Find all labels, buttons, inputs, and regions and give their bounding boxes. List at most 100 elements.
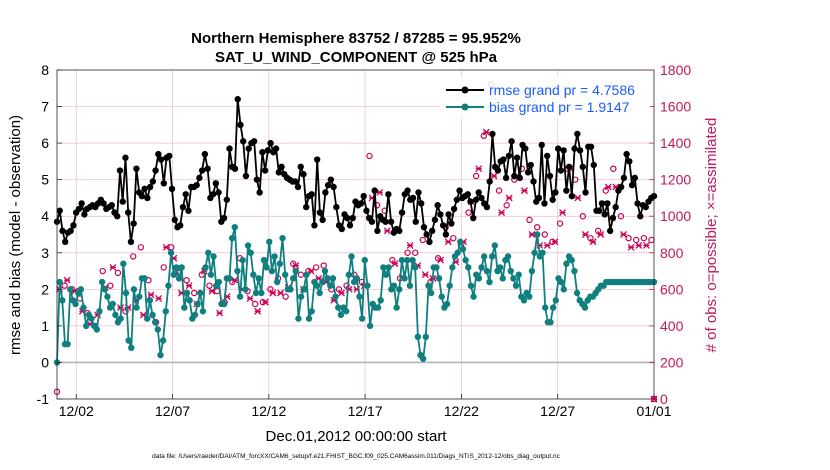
rmse-data-point: [541, 200, 548, 207]
bias-data-point: [563, 260, 570, 267]
rmse-data-point: [374, 227, 381, 235]
rmse-data-point: [500, 156, 507, 163]
bias-data-point: [571, 267, 578, 275]
bias-data-point: [337, 311, 345, 319]
bias-data-point: [382, 271, 390, 278]
rmse-data-point: [527, 161, 534, 169]
y-axis-right: 0 200 400 600 800 1000 1200 1400 1600 1800: [649, 62, 691, 407]
rmse-data-point: [278, 163, 285, 171]
rmse-data-point: [628, 181, 636, 189]
rmse-data-point: [344, 214, 351, 222]
obs-possible-marker: [541, 231, 548, 238]
bias-data-point: [414, 333, 422, 341]
rmse-data-point: [467, 198, 474, 205]
bias-data-point: [573, 289, 581, 297]
bias-data-point: [268, 267, 276, 275]
rmse-data-point: [223, 196, 230, 203]
obs-possible-marker: [290, 260, 297, 267]
bias-data-point: [300, 286, 307, 293]
bias-data-point: [374, 304, 382, 311]
bias-data-point: [128, 344, 135, 352]
obs-possible-marker: [465, 209, 472, 216]
rmse-data-point: [141, 185, 148, 193]
bias-data-point: [77, 286, 85, 293]
bias-data-point: [133, 304, 140, 311]
x-tick-label: 12/12: [251, 403, 286, 419]
bias-data-point: [353, 275, 361, 282]
rmse-data-point: [574, 130, 581, 138]
obs-assimilated-marker: [208, 287, 216, 295]
y-right-tick-label: 1600: [660, 99, 691, 115]
y-left-tick-label: 6: [41, 135, 49, 151]
rmse-data-point: [303, 203, 310, 211]
obs-assimilated-marker: [604, 183, 612, 191]
rmse-data-point: [152, 167, 159, 174]
bias-data-point: [82, 322, 90, 330]
rmse-data-point: [450, 205, 458, 213]
bias-data-point: [96, 308, 103, 315]
bias-data-point: [93, 326, 101, 333]
bias-data-point: [324, 275, 331, 282]
bias-data-point: [515, 271, 522, 278]
rmse-data-point: [634, 200, 641, 207]
bias-data-point: [467, 282, 475, 289]
bias-data-point: [281, 271, 289, 278]
rmse-data-point: [582, 189, 589, 196]
bias-data-point: [175, 275, 183, 282]
bias-data-point: [207, 271, 215, 278]
rmse-data-point: [275, 169, 283, 176]
bias-data-point: [104, 293, 111, 300]
rmse-data-point: [368, 218, 376, 225]
obs-possible-marker: [472, 172, 480, 180]
obs-possible-marker: [610, 165, 617, 172]
rmse-data-point: [448, 220, 455, 227]
bias-data-point: [149, 311, 156, 319]
rmse-data-point: [552, 189, 559, 196]
rmse-data-point: [486, 178, 493, 185]
obs-possible-marker: [594, 227, 602, 235]
rmse-data-point: [333, 203, 340, 211]
rmse-data-point: [240, 138, 247, 145]
obs-possible-marker: [122, 308, 129, 315]
rmse-data-point: [324, 181, 332, 189]
obs-assimilated-marker: [475, 165, 483, 173]
obs-possible-marker: [267, 286, 274, 293]
obs-assimilated-marker: [231, 276, 239, 284]
rmse-data-point: [396, 227, 403, 235]
rmse-data-point: [259, 149, 266, 156]
obs-possible-marker: [419, 236, 427, 244]
bias-data-point: [510, 275, 517, 282]
rmse-data-point: [316, 209, 324, 216]
bias-data-point: [215, 278, 223, 286]
y-axis-left: -1 0 1 2 3 4 5 6 7 8: [37, 62, 62, 407]
rmse-data-point: [478, 194, 485, 202]
rmse-data-point: [179, 203, 187, 211]
rmse-data-point: [609, 214, 617, 222]
obs-assimilated-marker: [505, 194, 513, 202]
obs-possible-marker: [617, 213, 625, 220]
rmse-data-point: [409, 194, 417, 202]
rmse-data-point: [196, 174, 203, 182]
legend-label-rmse: rmse grand pr = 4.7586: [489, 82, 635, 98]
bias-data-point: [366, 322, 374, 330]
rmse-data-point: [327, 176, 335, 183]
obs-possible-marker: [137, 244, 145, 251]
bias-data-point: [488, 253, 496, 260]
obs-assimilated-marker: [635, 242, 643, 249]
rmse-data-point: [596, 207, 603, 214]
rmse-data-point: [543, 152, 551, 160]
rmse-data-point: [349, 214, 356, 222]
bias-data-point: [231, 223, 238, 231]
bias-data-point: [404, 256, 411, 264]
rmse-data-point: [363, 207, 370, 214]
rmse-data-point: [78, 200, 85, 207]
obs-assimilated-marker: [383, 227, 391, 235]
rmse-data-point: [116, 167, 124, 174]
rmse-data-point: [516, 174, 524, 182]
bias-data-point: [321, 267, 329, 275]
bias-data-point: [194, 300, 201, 308]
bias-data-point: [364, 282, 371, 289]
rmse-data-point: [133, 165, 140, 172]
